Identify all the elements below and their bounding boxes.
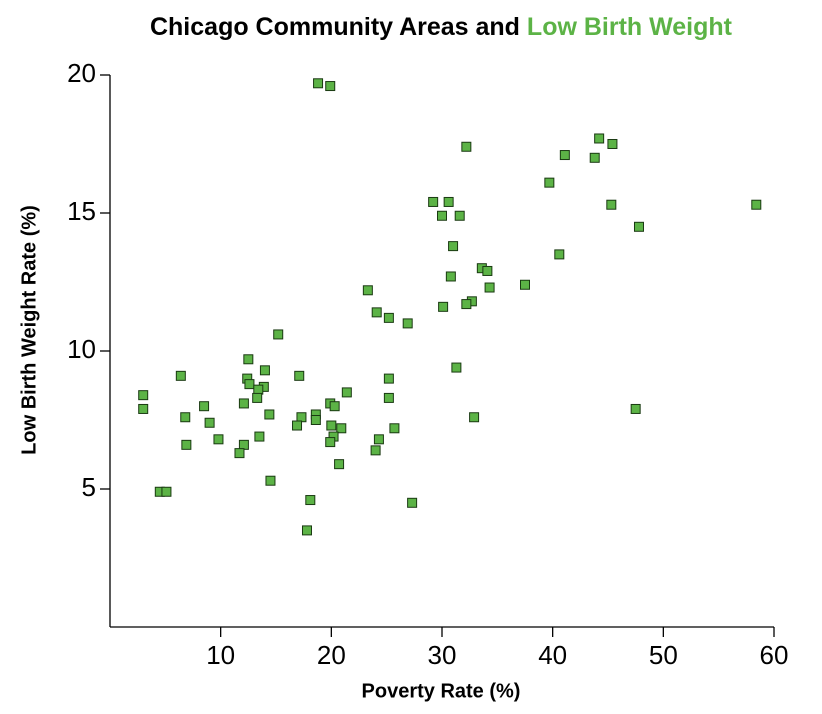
point (273, 329, 284, 340)
point (244, 379, 255, 390)
point (544, 177, 555, 188)
point (336, 423, 347, 434)
point (607, 139, 618, 149)
point (469, 412, 480, 423)
x-tick-label: 20 (317, 640, 346, 670)
point (213, 434, 224, 445)
point (438, 301, 449, 312)
point (254, 431, 265, 442)
point (454, 210, 465, 221)
point (234, 448, 245, 459)
point (204, 417, 215, 428)
x-tick-label: 10 (206, 640, 235, 670)
point (243, 354, 254, 365)
point (383, 312, 394, 323)
point (559, 150, 570, 161)
point (461, 141, 472, 152)
point (264, 409, 275, 420)
point (428, 196, 439, 207)
point (265, 475, 276, 486)
point (310, 415, 321, 425)
point (253, 384, 264, 395)
point (259, 365, 270, 376)
point (161, 486, 172, 497)
point (301, 525, 312, 536)
point (313, 78, 324, 89)
point (199, 401, 210, 412)
point (520, 279, 530, 290)
y-axis-label: Low Birth Weight Rate (%) (18, 205, 40, 455)
point (362, 285, 373, 296)
point (296, 412, 307, 423)
x-tick-label: 60 (760, 640, 789, 670)
point (238, 398, 249, 409)
point (633, 221, 644, 232)
x-tick-label: 50 (649, 640, 678, 670)
point (138, 390, 149, 401)
y-tick-label: 20 (67, 58, 96, 88)
point (554, 249, 565, 260)
point (181, 439, 192, 450)
point (383, 373, 394, 384)
point (751, 199, 762, 210)
point (383, 392, 394, 403)
point (371, 307, 382, 318)
y-tick-label: 5 (82, 472, 96, 502)
point (589, 152, 600, 163)
point (238, 439, 249, 450)
point (252, 392, 263, 403)
point (138, 403, 149, 414)
point (437, 210, 447, 221)
point (175, 370, 186, 381)
point (451, 362, 462, 373)
point (407, 497, 418, 508)
point (606, 199, 617, 210)
point (402, 318, 413, 329)
point (325, 81, 336, 92)
point (484, 282, 495, 293)
y-tick-label: 10 (67, 334, 96, 364)
x-axis-label: Poverty Rate (%) (362, 680, 521, 702)
y-tick-label: 15 (67, 196, 96, 226)
point (389, 423, 400, 434)
point (630, 403, 641, 414)
point (482, 265, 493, 276)
title-part: Chicago Community Areas and (150, 13, 520, 41)
point (370, 445, 381, 456)
point (180, 412, 191, 423)
point (443, 196, 454, 207)
point (292, 420, 303, 431)
point (329, 401, 340, 412)
point (334, 459, 345, 470)
point (594, 133, 605, 144)
x-tick-label: 30 (428, 640, 457, 670)
x-tick-label: 40 (538, 640, 567, 670)
chart-title: Chicago Community Areas and Low Birth We… (150, 13, 733, 41)
point (305, 495, 316, 506)
point (448, 241, 459, 252)
point (326, 420, 337, 431)
point (341, 387, 352, 398)
point (445, 271, 456, 282)
point (373, 434, 384, 445)
title-highlight: Low Birth Weight (527, 13, 733, 41)
point (461, 299, 472, 310)
point (325, 437, 336, 448)
point (294, 370, 305, 381)
